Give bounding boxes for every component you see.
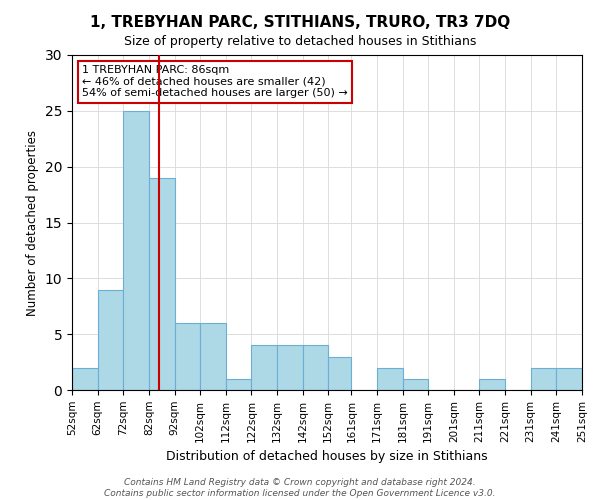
Bar — [175, 323, 200, 390]
X-axis label: Distribution of detached houses by size in Stithians: Distribution of detached houses by size … — [166, 450, 488, 463]
Bar — [302, 346, 328, 390]
Text: Size of property relative to detached houses in Stithians: Size of property relative to detached ho… — [124, 35, 476, 48]
Bar — [556, 368, 582, 390]
Bar — [98, 290, 123, 390]
Bar — [531, 368, 556, 390]
Bar — [149, 178, 175, 390]
Bar — [403, 379, 428, 390]
Bar — [479, 379, 505, 390]
Text: 1, TREBYHAN PARC, STITHIANS, TRURO, TR3 7DQ: 1, TREBYHAN PARC, STITHIANS, TRURO, TR3 … — [90, 15, 510, 30]
Bar — [226, 379, 251, 390]
Bar — [123, 111, 149, 390]
Y-axis label: Number of detached properties: Number of detached properties — [26, 130, 39, 316]
Text: 1 TREBYHAN PARC: 86sqm
← 46% of detached houses are smaller (42)
54% of semi-det: 1 TREBYHAN PARC: 86sqm ← 46% of detached… — [82, 65, 348, 98]
Bar — [251, 346, 277, 390]
Bar — [72, 368, 98, 390]
Text: Contains HM Land Registry data © Crown copyright and database right 2024.
Contai: Contains HM Land Registry data © Crown c… — [104, 478, 496, 498]
Bar — [277, 346, 302, 390]
Bar — [328, 356, 352, 390]
Bar — [200, 323, 226, 390]
Bar — [377, 368, 403, 390]
